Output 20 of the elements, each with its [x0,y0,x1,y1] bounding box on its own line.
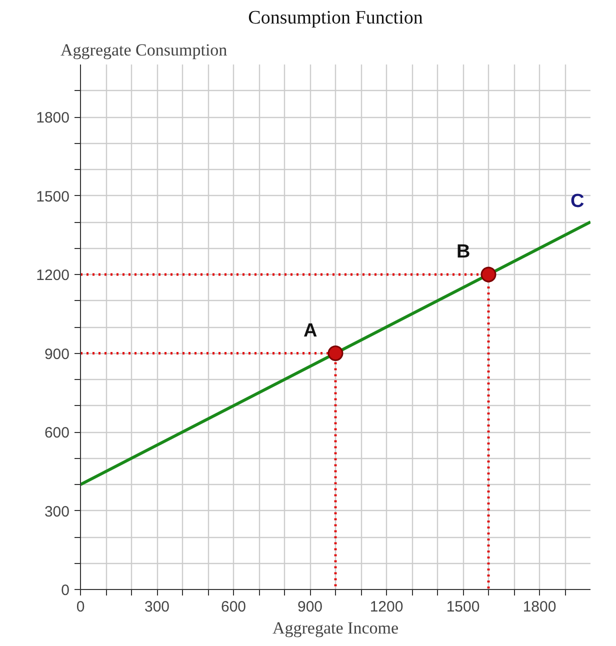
chart-title: Consumption Function [248,8,424,28]
x-tick-label: 0 [76,598,85,616]
y-tick-label: 1800 [36,110,70,126]
series-label: C [570,191,584,212]
y-tick-label: 0 [61,582,70,599]
x-tick-label: 1500 [446,598,480,616]
x-axis-title: Aggregate Income [272,618,399,638]
x-tick-label: 1800 [522,598,556,616]
x-tick-label: 300 [144,598,170,616]
x-tick-label: 1200 [370,598,404,616]
x-tick-label: 600 [220,598,246,616]
y-tick-label: 300 [44,503,70,520]
annotation: A [304,320,318,342]
y-tick-label: 600 [44,424,70,442]
y-tick-label: 900 [44,346,70,363]
x-tick-label: 900 [297,598,323,616]
y-tick-label: 1200 [36,267,70,284]
y-axis-title: Aggregate Consumption [60,40,228,60]
y-tick-label: 1500 [36,188,70,206]
annotation: B [456,242,470,262]
